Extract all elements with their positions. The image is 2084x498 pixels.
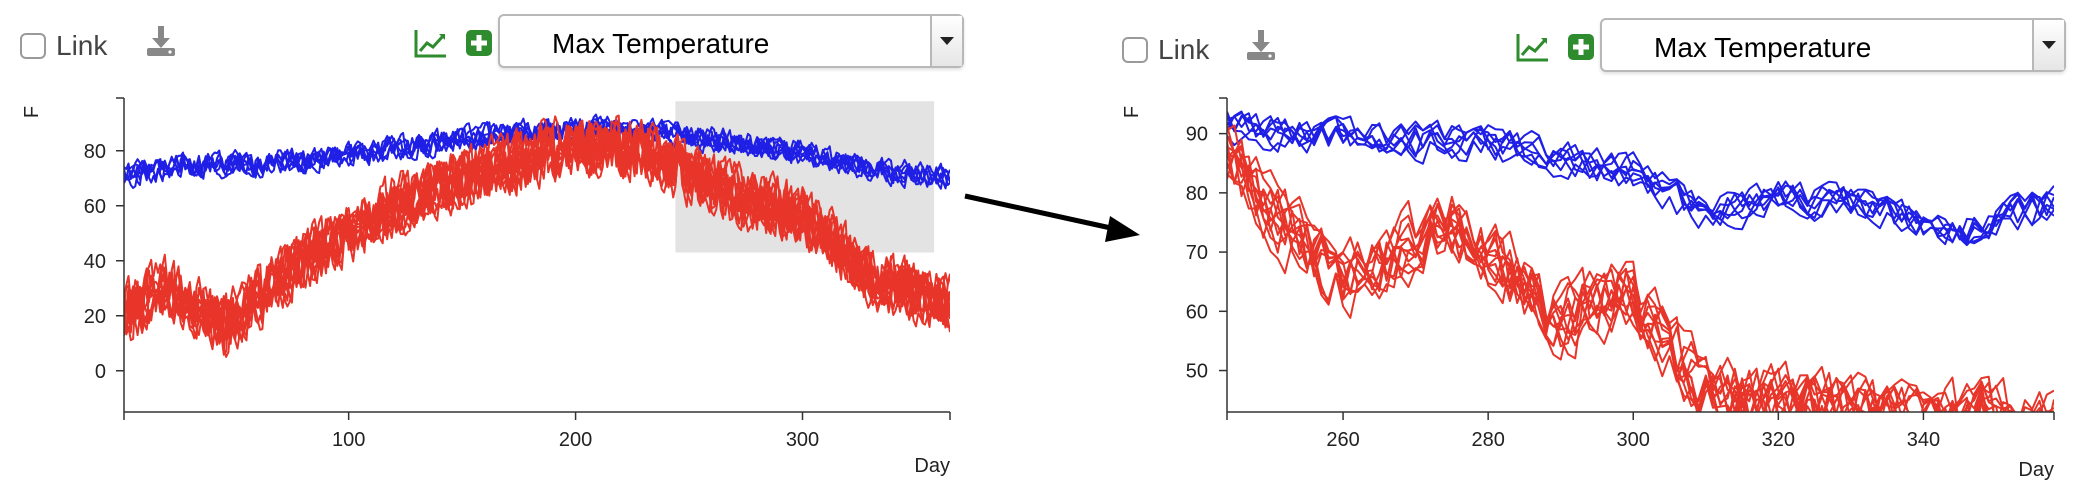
series-line [124,115,950,337]
add-icon[interactable] [1568,34,1594,65]
line-chart-icon[interactable] [1516,32,1550,67]
temperature-chart-full-year[interactable]: 0 20 40 60 80 100 200 300 F Day [0,0,975,498]
series-line [1227,111,2054,246]
series-line [124,124,950,345]
chevron-down-icon[interactable] [930,16,962,66]
y-axis-label: F [21,106,43,118]
x-tick-label: 100 [332,429,365,451]
add-icon[interactable] [466,30,492,61]
temperature-chart-zoomed[interactable]: 50 60 70 80 90 260 280 300 320 340 F Day [1100,0,2084,498]
x-axis-label: Day [914,455,950,477]
download-icon[interactable] [1244,28,1278,67]
link-checkbox[interactable]: Link [20,30,107,62]
x-tick-label: 300 [786,429,819,451]
series-line [1227,149,2014,412]
series-line [1227,141,2054,412]
y-tick-label: 50 [1186,361,1208,383]
chevron-down-icon[interactable] [2032,20,2064,70]
series-line [124,120,950,189]
series-line [1227,147,2005,412]
y-tick-label: 0 [95,361,106,383]
y-tick-label: 60 [84,196,106,218]
y-tick-label: 80 [84,141,106,163]
x-tick-label: 320 [1762,429,1795,451]
line-chart-icon[interactable] [414,28,448,63]
x-tick-label: 200 [559,429,592,451]
x-tick-label: 280 [1471,429,1504,451]
download-icon[interactable] [144,24,178,63]
y-tick-label: 90 [1186,124,1208,146]
y-tick-label: 20 [84,306,106,328]
x-tick-label: 260 [1326,429,1359,451]
metric-select-value: Max Temperature [552,28,770,59]
series-line [1227,115,2054,243]
y-tick-label: 40 [84,251,106,273]
series-group [124,113,950,358]
chart-panel-right: Link Max Temperature [1100,0,2084,498]
chart-toolbar: Link Max Temperature [1120,14,2084,74]
series-line [1227,144,2054,412]
x-tick-label: 340 [1907,429,1940,451]
x-axis-label: Day [2018,459,2054,481]
chart-panel-left: Link Max Temperature [0,0,975,498]
series-line [124,118,950,340]
metric-select[interactable]: Max Temperature [1600,18,2066,72]
link-checkbox[interactable]: Link [1122,34,1209,66]
x-tick-label: 300 [1617,429,1650,451]
checkbox-icon[interactable] [20,33,46,59]
link-label: Link [1158,34,1210,65]
zoom-arrow [964,193,1140,242]
series-line [1227,153,2054,412]
y-tick-label: 80 [1186,183,1208,205]
chart-toolbar: Link Max Temperature [20,14,975,74]
metric-select[interactable]: Max Temperature [498,14,964,68]
y-tick-label: 60 [1186,301,1208,323]
y-tick-label: 70 [1186,242,1208,264]
y-axis-label: F [1121,106,1143,118]
link-label: Link [56,30,108,61]
checkbox-icon[interactable] [1122,37,1148,63]
metric-select-value: Max Temperature [1654,32,1872,63]
series-group [1227,110,2054,412]
